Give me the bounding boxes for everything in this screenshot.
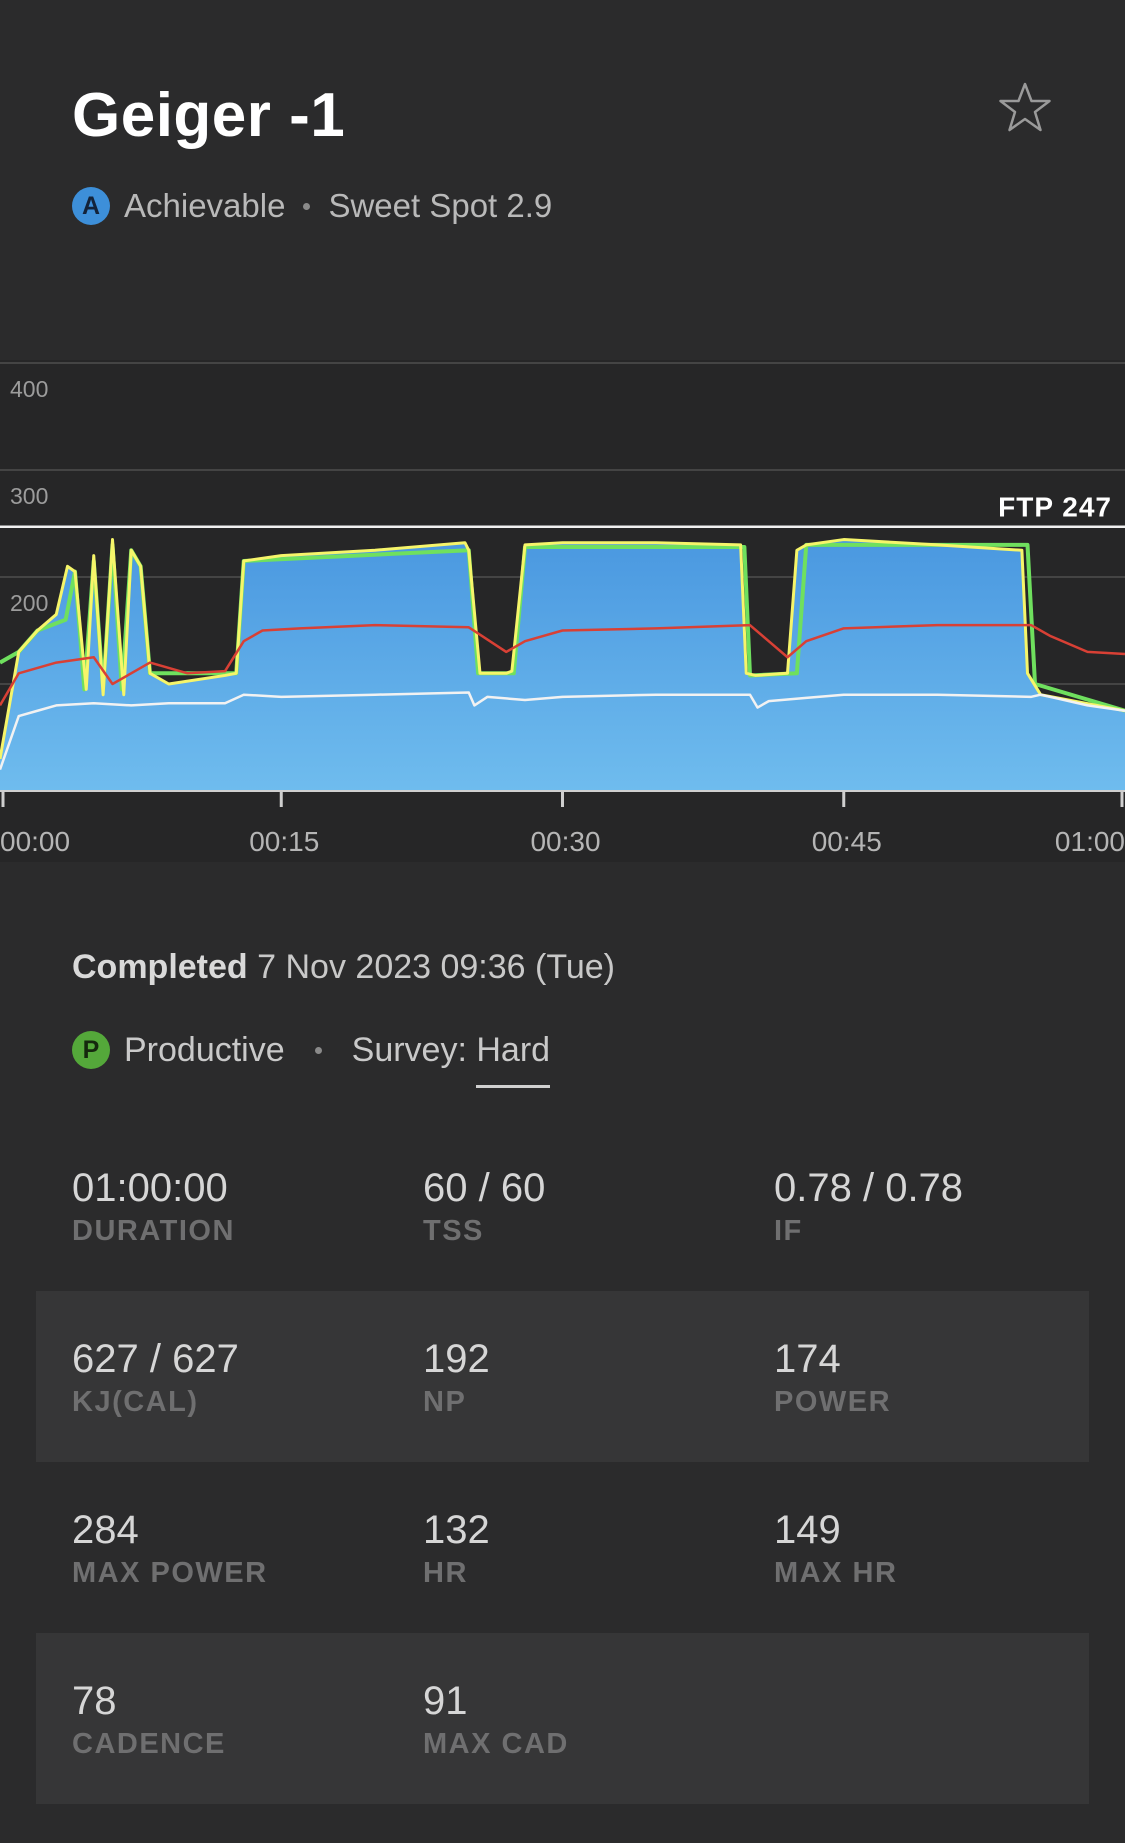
x-tick-label: 00:15 [249, 826, 319, 857]
stat-label: KJ(CAL) [72, 1386, 199, 1418]
separator-dot [303, 202, 311, 210]
x-tick-label: 00:30 [530, 826, 600, 857]
x-tick-label: 00:45 [812, 826, 882, 857]
stat-max-power: 284 MAX POWER [72, 1506, 268, 1590]
power-chart-svg: 400 300 200 FTP 247 00:00 00:15 00:30 00:45 01:0… [0, 362, 1125, 857]
stats-row: 627 / 627 KJ(CAL) 192 NP 174 POWER [36, 1291, 1089, 1462]
stats-row: 01:00:00 DURATION 60 / 60 TSS 0.78 / 0.7… [36, 1120, 1089, 1291]
stat-hr: 132 HR [423, 1506, 490, 1590]
stat-label: CADENCE [72, 1728, 226, 1760]
difficulty-badge: A [72, 187, 110, 225]
stat-cadence: 78 CADENCE [72, 1677, 226, 1761]
stat-label: HR [423, 1557, 468, 1589]
stat-label: IF [774, 1215, 803, 1247]
stat-kj: 627 / 627 KJ(CAL) [72, 1335, 239, 1419]
stat-tss: 60 / 60 TSS [423, 1164, 545, 1248]
completed-date: 7 Nov 2023 09:36 (Tue) [257, 948, 615, 986]
workout-subtitle: A Achievable Sweet Spot 2.9 [72, 185, 552, 227]
stat-value: 91 [423, 1679, 468, 1723]
stat-value: 149 [774, 1508, 841, 1552]
stat-value: 627 / 627 [72, 1337, 239, 1381]
stat-label: POWER [774, 1386, 892, 1418]
y-tick-label: 200 [10, 590, 48, 616]
stat-label: MAX POWER [72, 1557, 268, 1589]
difficulty-label: Achievable [124, 187, 286, 224]
stat-max-hr: 149 MAX HR [774, 1506, 897, 1590]
power-area [0, 539, 1125, 791]
survey-value-link[interactable]: Hard [476, 1030, 551, 1088]
completed-line: Completed 7 Nov 2023 09:36 (Tue) [72, 948, 615, 987]
workout-title: Geiger -1 [72, 81, 346, 150]
cadence-line [0, 691, 1125, 771]
y-tick-label: 400 [10, 376, 48, 402]
stat-value: 284 [72, 1508, 139, 1552]
stat-if: 0.78 / 0.78 IF [774, 1164, 963, 1248]
outcome-row: P Productive Survey: Hard [72, 1028, 551, 1088]
stat-power: 174 POWER [774, 1335, 891, 1419]
workout-header: Geiger -1 A Achievable Sweet Spot 2.9 [0, 0, 1125, 360]
completed-label: Completed [72, 948, 248, 986]
stats-grid: 01:00:00 DURATION 60 / 60 TSS 0.78 / 0.7… [36, 1120, 1089, 1804]
stat-value: 60 / 60 [423, 1166, 546, 1210]
zone-label: Sweet Spot 2.9 [328, 187, 553, 224]
survey-label: Survey: [351, 1030, 477, 1069]
stat-value: 192 [423, 1337, 490, 1381]
stat-value: 01:00:00 [72, 1166, 228, 1210]
workout-chart: 400 300 200 FTP 247 00:00 00:15 00:30 00:45 01:0… [0, 360, 1125, 862]
stat-duration: 01:00:00 DURATION [72, 1164, 235, 1248]
stat-np: 192 NP [423, 1335, 490, 1419]
ftp-label: FTP 247 [998, 492, 1112, 523]
heart-rate-line [0, 623, 1125, 707]
y-tick-label: 300 [10, 483, 48, 509]
stat-value: 0.78 / 0.78 [774, 1166, 964, 1210]
stat-label: NP [423, 1386, 467, 1418]
stat-label: MAX HR [774, 1557, 898, 1589]
star-icon[interactable] [995, 78, 1055, 138]
separator-dot [314, 1046, 322, 1054]
stat-label: DURATION [72, 1215, 235, 1247]
x-tick-label: 00:00 [0, 826, 70, 857]
stat-label: MAX CAD [423, 1728, 569, 1760]
stat-value: 132 [423, 1508, 490, 1552]
stat-label: TSS [423, 1215, 484, 1247]
productive-label: Productive [124, 1030, 285, 1069]
productive-badge: P [72, 1031, 110, 1069]
stat-value: 174 [774, 1337, 841, 1381]
stat-max-cad: 91 MAX CAD [423, 1677, 569, 1761]
stats-row: 284 MAX POWER 132 HR 149 MAX HR [36, 1462, 1089, 1633]
x-tick-label: 01:00 [1055, 826, 1125, 857]
power-line [0, 538, 1125, 760]
stat-value: 78 [72, 1679, 117, 1723]
stats-row: 78 CADENCE 91 MAX CAD [36, 1633, 1089, 1804]
